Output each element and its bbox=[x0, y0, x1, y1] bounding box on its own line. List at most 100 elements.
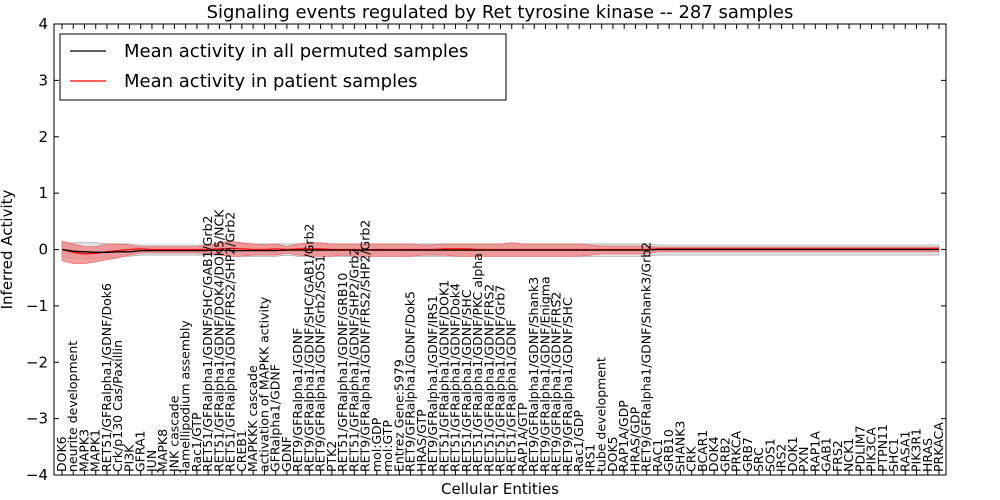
legend-entry-label: Mean activity in patient samples bbox=[124, 71, 418, 92]
x-category-label: JNK cascade bbox=[166, 395, 181, 473]
x-category-label: RET9/GFRalpha1/GDNF/Grb2/SOS1 bbox=[313, 255, 328, 472]
x-category-label: GRB10 bbox=[661, 429, 676, 472]
x-category-label: IRS2 bbox=[774, 444, 789, 472]
x-category-label: NCK1 bbox=[841, 438, 856, 472]
x-category-label: RET9/GFRalpha1/GDNF/FRS2 bbox=[549, 292, 564, 472]
x-category-label: PIK3R1 bbox=[909, 428, 924, 472]
plot-area bbox=[61, 240, 940, 264]
y-tick-label: −2 bbox=[26, 353, 48, 371]
x-category-label: RAP1A/GTP bbox=[515, 402, 530, 472]
x-category-label: RASA1 bbox=[897, 431, 912, 472]
x-category-label: DOK5 bbox=[605, 436, 620, 472]
x-category-label: PTPN11 bbox=[875, 424, 890, 472]
x-category-label: neurite development bbox=[65, 341, 80, 472]
x-category-label: DOK1 bbox=[785, 436, 800, 472]
x-category-label: PRKCA bbox=[729, 431, 744, 472]
x-category-label: GFRA1 bbox=[133, 430, 148, 472]
x-category-label: RET9/GFRalpha1/GDNF/SHC/GAB1/Grb2 bbox=[301, 223, 316, 472]
y-tick-label: 4 bbox=[38, 15, 48, 33]
x-category-label: JUN bbox=[144, 450, 159, 473]
x-category-label: RET9/GFRalpha1/GDNF/Shank3 bbox=[526, 277, 541, 472]
x-category-label: Rac1/GTP bbox=[189, 412, 204, 472]
x-category-label: RAP1A/GDP bbox=[616, 400, 631, 472]
x-category-label: RET9/GFRalpha1/GDNF bbox=[290, 328, 305, 472]
x-category-label: CREB1 bbox=[234, 430, 249, 472]
x-category-label: RET51/GFRalpha1/GDNF/Dok6 bbox=[99, 283, 114, 472]
x-category-label: RET9/GFRalpha1/GDNF/Enigma bbox=[537, 276, 552, 472]
x-category-label: Rac1/GDP bbox=[571, 410, 586, 472]
chart-title: Signaling events regulated by Ret tyrosi… bbox=[207, 2, 794, 23]
y-tick-label: −4 bbox=[26, 466, 48, 484]
x-category-label: PRKACA bbox=[931, 422, 946, 472]
x-category-label: SOS1 bbox=[762, 438, 777, 472]
x-category-label: mol:GTP bbox=[380, 420, 395, 472]
x-category-label: RET9/GFRalpha1/GDNF/SHC bbox=[560, 297, 575, 472]
x-category-label: GDNF bbox=[279, 436, 294, 472]
x-category-label: Entrez Gene:5979 bbox=[391, 359, 406, 472]
x-category-label: SHC1 bbox=[886, 438, 901, 472]
x-category-label: DOK4 bbox=[706, 436, 721, 472]
x-category-label: RET51/GFRalpha1/GDNF/Grb7 bbox=[493, 285, 508, 472]
x-category-label: MAPK8 bbox=[155, 429, 170, 472]
x-category-label: PDLIM7 bbox=[852, 425, 867, 472]
x-category-label: SHANK3 bbox=[672, 421, 687, 472]
x-category-label: HRAS/GTP bbox=[414, 409, 429, 472]
x-category-label: tube development bbox=[594, 357, 609, 472]
x-category-label: RET51/GFRalpha1/GDNF/DOK4/DOK5/NCK bbox=[211, 209, 226, 472]
patient-confidence-band bbox=[61, 240, 940, 264]
x-category-label: BCAR1 bbox=[695, 430, 710, 472]
x-category-label: RET51/GFRalpha1/GDNF/FRS2 bbox=[481, 284, 496, 472]
legend-box bbox=[59, 33, 507, 101]
x-category-label: Crk/p130 Cas/Paxillin bbox=[110, 340, 125, 472]
x-category-label: GFRalpha1/GDNF bbox=[268, 364, 283, 472]
x-category-label: RET51/GFRalpha1/GDNF/FRS2/SHP2/Grb2 bbox=[223, 212, 238, 472]
x-category-label: HRAS/GDP bbox=[627, 406, 642, 472]
x-category-label: RET51/GFRalpha1/GDNF/DOK1 bbox=[436, 280, 451, 472]
x-category-label: HRAS bbox=[920, 438, 935, 472]
x-category-label: RET9/GFRalpha1/GDNF/FRS2/SHP2/Grb2 bbox=[358, 220, 373, 472]
x-category-label: RET9/GFRalpha1/GDNF/IRS1 bbox=[425, 295, 440, 472]
y-tick-label: −3 bbox=[26, 410, 48, 428]
y-tick-label: 3 bbox=[38, 71, 48, 89]
x-category-label: RAC1 bbox=[650, 439, 665, 472]
y-tick-label: 1 bbox=[38, 184, 48, 202]
x-category-label: RET51/GFRalpha1/GDNF bbox=[504, 320, 519, 472]
x-category-label: GAB1 bbox=[819, 437, 834, 472]
x-category-label: PI3K bbox=[121, 444, 136, 472]
x-axis-label: Cellular Entities bbox=[441, 480, 559, 498]
y-axis-label: Inferred Activity bbox=[0, 189, 16, 309]
permuted-mean-line bbox=[61, 248, 939, 253]
x-category-label: RET51/GFRalpha1/GDNF/Dok4 bbox=[448, 283, 463, 472]
x-category-label: RET51/GFRalpha1/GDNF/SHC bbox=[459, 289, 474, 472]
x-category-label: GRB2 bbox=[717, 437, 732, 472]
x-category-label: MAPK1 bbox=[88, 429, 103, 472]
x-category-label: RET51/GFRalpha1/GDNF/SHC/GAB1/Grb2 bbox=[200, 216, 215, 472]
x-category-label: MAPKKK cascade bbox=[245, 365, 260, 472]
x-category-label: RET51/GFRalpha1/GDNF/SHP2/Grb2 bbox=[346, 248, 361, 472]
x-category-label: GRB7 bbox=[740, 437, 755, 472]
legend-entry-label: Mean activity in all permuted samples bbox=[124, 41, 468, 62]
x-category-label: FRS2 bbox=[830, 440, 845, 472]
x-category-label: activation of MAPKK activity bbox=[256, 296, 271, 472]
y-tick-label: 2 bbox=[38, 128, 48, 146]
x-category-label: CRK bbox=[684, 446, 699, 472]
x-category-label: RAP1A bbox=[807, 431, 822, 472]
x-category-label: IRS1 bbox=[582, 444, 597, 472]
x-category-label: RET9/GFRalpha1/GDNF/Shank3/Grb2 bbox=[639, 242, 654, 472]
x-category-label: DOK6 bbox=[54, 436, 69, 472]
x-category-label: RET51/GFRalpha1/GDNF/GRB10 bbox=[335, 273, 350, 472]
x-category-label: PTK2 bbox=[324, 441, 339, 472]
x-category-label: PIK3CA bbox=[864, 427, 879, 472]
x-category-label: RET9/GFRalpha1/GDNF/Dok5 bbox=[403, 291, 418, 472]
x-category-label: MAPK3 bbox=[76, 429, 91, 472]
x-category-label: PXN bbox=[796, 447, 811, 472]
legend: Mean activity in all permuted samples Mea… bbox=[59, 33, 507, 101]
x-category-label: RET51/GFRalpha1/GDNF/PKC alpha bbox=[470, 253, 485, 472]
y-tick-label: −1 bbox=[26, 297, 48, 315]
x-category-label: lamellipodium assembly bbox=[178, 320, 193, 472]
x-category-label: SRC bbox=[751, 447, 766, 472]
x-category-label: mol:GDP bbox=[369, 417, 384, 472]
y-tick-label: 0 bbox=[38, 241, 48, 259]
